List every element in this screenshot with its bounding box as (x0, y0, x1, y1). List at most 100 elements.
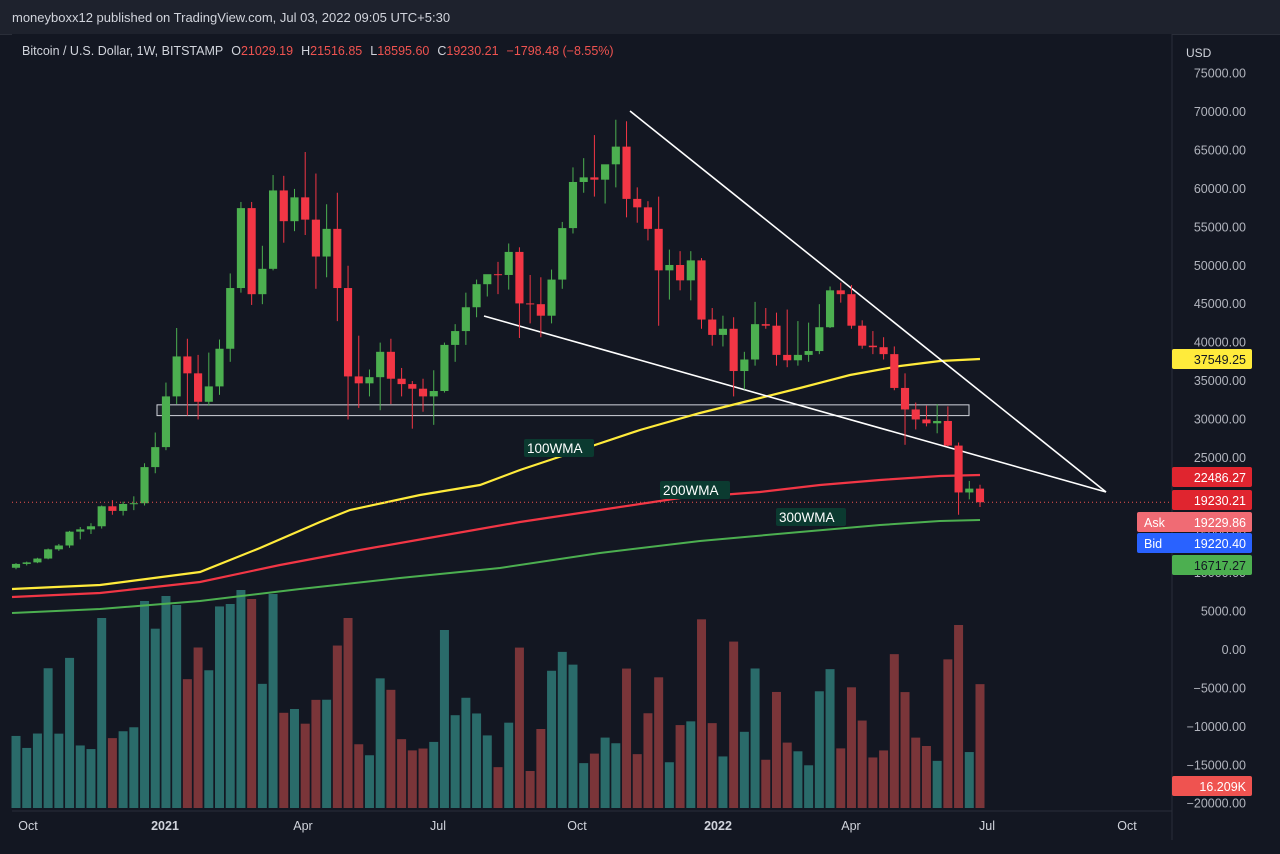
last-price-label-text: 19230.21 (1194, 494, 1246, 508)
volume-bar (568, 664, 578, 808)
price-tick-label: −15000.00 (1187, 758, 1246, 772)
volume-bar (322, 699, 332, 808)
volume-bar (879, 750, 889, 808)
price-tick-label: −5000.00 (1194, 681, 1247, 695)
wma100-price-label: 37549.25 (1172, 349, 1252, 369)
bid-price-label-bg (1137, 533, 1252, 553)
candle-body (858, 325, 867, 346)
candle-body (354, 376, 363, 384)
candle-body (504, 251, 513, 275)
price-tick-label: 70000.00 (1194, 105, 1246, 119)
volume-price-label: 16.209K (1172, 776, 1252, 796)
volume-price-label-text: 16.209K (1199, 780, 1246, 794)
price-tick-label: 65000.00 (1194, 143, 1246, 157)
candle-body (804, 351, 813, 355)
candle-body (590, 177, 599, 180)
volume-bar (32, 733, 42, 808)
volume-bar (943, 659, 953, 808)
bid-price-label-value: 19220.40 (1194, 537, 1246, 551)
wma200-price-label-bg (1172, 467, 1252, 487)
volume-bar (140, 601, 150, 808)
time-tick-label: Oct (1117, 819, 1137, 833)
candle-body (172, 356, 181, 397)
candle-body (44, 549, 53, 559)
volume-bar (439, 630, 449, 808)
volume-bar (771, 691, 781, 808)
candle-body (933, 420, 942, 424)
candle-body (718, 328, 728, 335)
price-tick-label: 5000.00 (1201, 605, 1246, 619)
volume-bar (364, 755, 374, 808)
candle-body (408, 384, 417, 389)
annotation-label: 200WMA (663, 483, 719, 498)
volume-bar (22, 747, 32, 808)
candle-body (461, 307, 470, 332)
candle-body (108, 506, 117, 511)
volume-bar (311, 699, 321, 808)
time-tick-label: Oct (18, 819, 38, 833)
candle-body (119, 503, 128, 511)
volume-bar (493, 767, 503, 808)
candle-body (140, 467, 149, 504)
volume-bar (204, 670, 214, 808)
candle-body (451, 331, 460, 345)
volume-bar (65, 657, 75, 808)
volume-bar (215, 606, 225, 808)
candle-body (215, 348, 224, 387)
candle-body (472, 284, 481, 308)
volume-bar (268, 594, 278, 808)
wma300-price-label-text: 16717.27 (1194, 559, 1246, 573)
candle-body (750, 324, 760, 360)
candle-body (697, 260, 706, 320)
time-tick-label: 2022 (704, 819, 732, 833)
annotation-label: 300WMA (779, 510, 835, 525)
volume-bar (825, 669, 835, 808)
ask-price-label: Ask 19229.86 (1137, 512, 1252, 532)
candle-body (397, 378, 406, 385)
candle-body (943, 420, 952, 446)
price-chart[interactable]: USD 75000.00 70000.00 65000.00 60000.00 55000… (0, 34, 1280, 854)
candle-body (97, 506, 106, 527)
candle-body (204, 386, 213, 402)
time-tick-label: Apr (841, 819, 860, 833)
candle-body (76, 529, 85, 532)
volume-bar (889, 654, 899, 808)
volume-bar (472, 713, 482, 808)
volume-bar (547, 670, 557, 808)
volume-bar (418, 748, 428, 808)
candle-body (333, 228, 342, 289)
volume-bar (236, 590, 246, 808)
candle-body (547, 279, 556, 316)
volume-bar (75, 745, 85, 808)
annotation-bg (660, 481, 730, 499)
candle-body (86, 526, 96, 530)
volume-bar (686, 721, 696, 808)
price-tick-label: 50000.00 (1194, 259, 1246, 273)
volume-bar (632, 754, 642, 808)
candle-body (151, 447, 160, 468)
volume-bar (622, 668, 632, 808)
volume-bar (814, 691, 824, 808)
price-tick-label: 45000.00 (1194, 297, 1246, 311)
wma100-price-label-bg (1172, 349, 1252, 369)
bid-price-label: Bid 19220.40 (1137, 533, 1252, 553)
candle-body (236, 208, 246, 289)
volume-bar (482, 735, 492, 808)
price-tick-label: 40000.00 (1194, 336, 1246, 350)
candle-body (493, 274, 503, 276)
volume-bar (664, 762, 674, 808)
volume-bar (729, 641, 739, 808)
candle-body (376, 351, 385, 378)
low-value: 18595.60 (377, 44, 430, 58)
lower-trendline (483, 315, 1107, 493)
volume-bar (579, 763, 589, 808)
candle-body (579, 177, 588, 182)
candle-body (601, 164, 610, 180)
low-label: L (370, 44, 378, 58)
candle-body (301, 197, 310, 220)
volume-bar (868, 757, 878, 808)
price-tick-label: −10000.00 (1187, 720, 1246, 734)
symbol-name[interactable]: Bitcoin / U.S. Dollar, 1W, BITSTAMP (22, 44, 224, 58)
volume-bar (718, 756, 728, 808)
candle-body (729, 328, 738, 372)
